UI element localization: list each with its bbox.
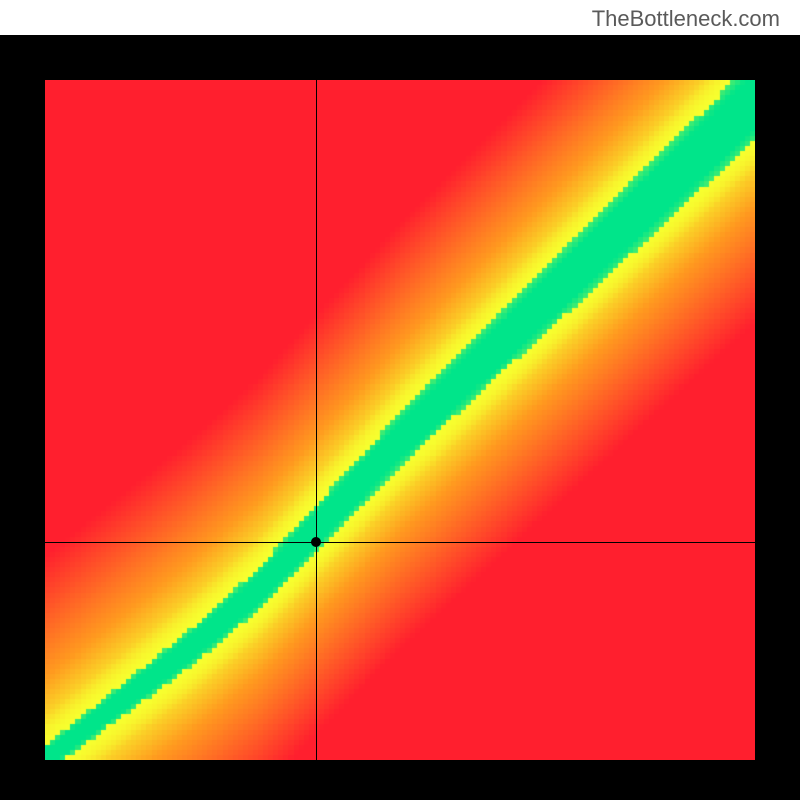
crosshair-horizontal — [45, 542, 755, 543]
heatmap-canvas — [45, 80, 755, 760]
chart-container: TheBottleneck.com — [0, 0, 800, 800]
heatmap-plot-area — [45, 80, 755, 760]
attribution-text: TheBottleneck.com — [592, 6, 780, 32]
chart-outer-frame — [0, 35, 800, 800]
crosshair-vertical — [316, 80, 317, 760]
crosshair-marker — [311, 537, 321, 547]
